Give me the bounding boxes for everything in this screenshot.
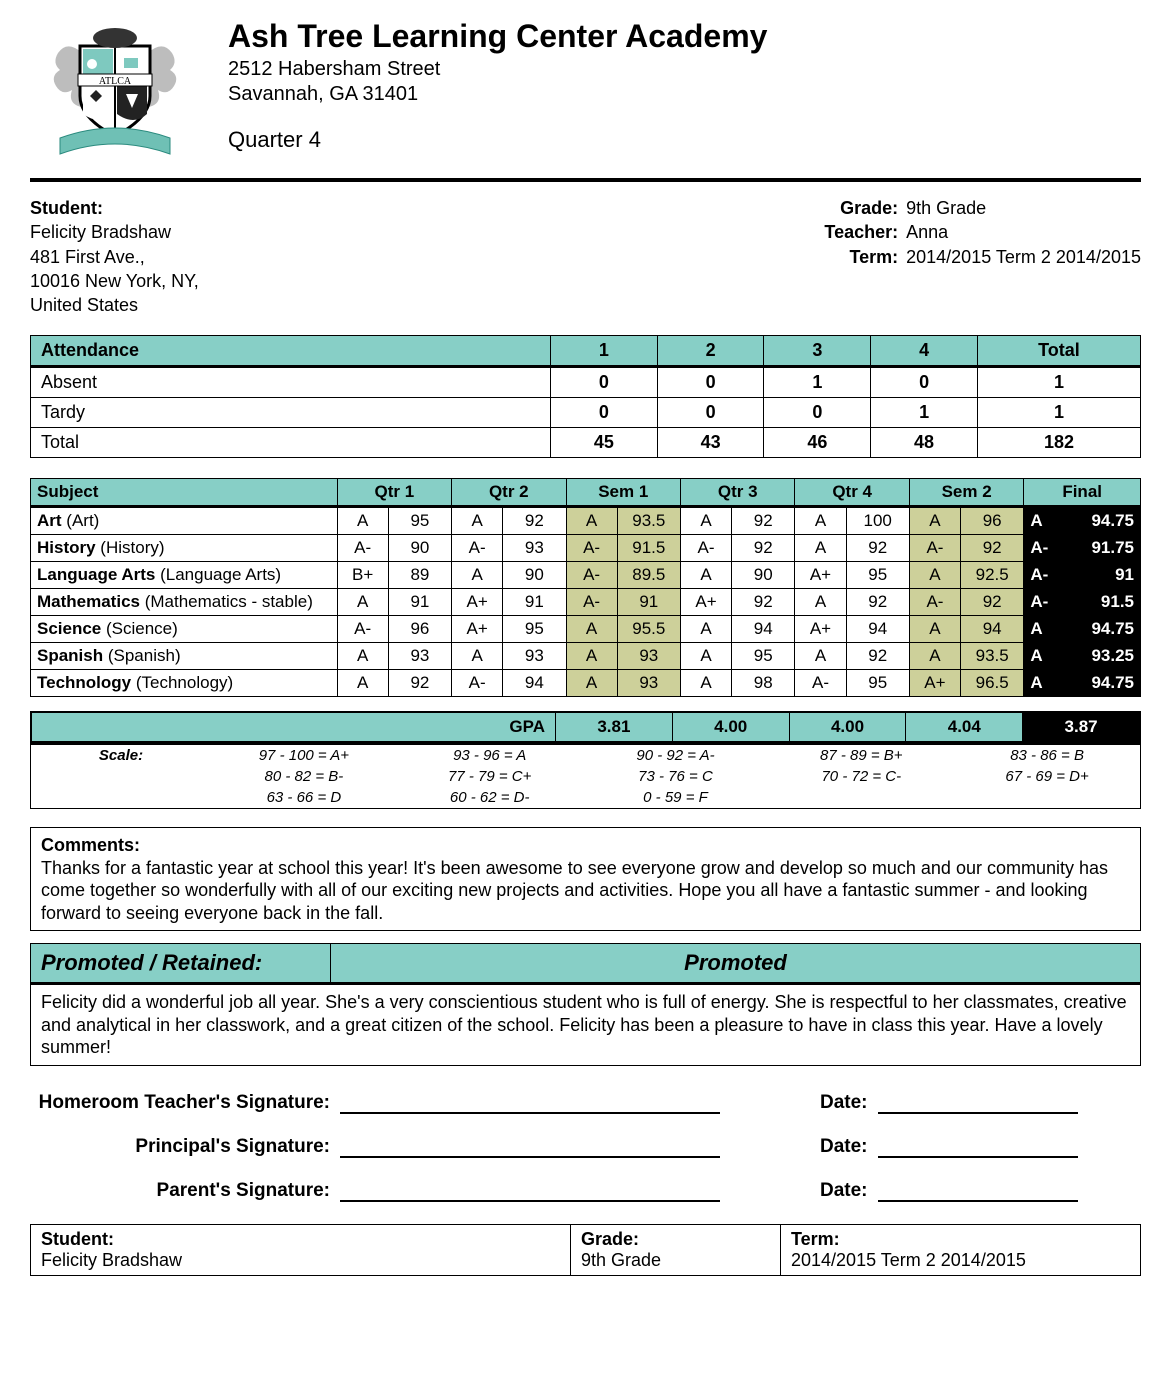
meta-block: Grade:9th Grade Teacher:Anna Term:2014/2…	[816, 196, 1141, 317]
scale-table: Scale:97 - 100 = A+93 - 96 = A90 - 92 = …	[31, 742, 1140, 808]
signature-label: Homeroom Teacher's Signature:	[30, 1092, 340, 1114]
signature-line	[340, 1092, 720, 1114]
signature-line	[340, 1180, 720, 1202]
date-line	[878, 1180, 1078, 1202]
gpa-final: 3.87	[1023, 713, 1140, 742]
subject-row: Technology (Technology)A92A-94A93A98A-95…	[31, 670, 1141, 697]
promotion-label: Promoted / Retained:	[31, 944, 331, 984]
subject-row: Language Arts (Language Arts)B+89A90A-89…	[31, 562, 1141, 589]
header: ATLCA Ash Tree Learning Center Academy 2…	[30, 18, 1141, 168]
attendance-col: Total	[977, 336, 1140, 367]
scale-row: Scale:97 - 100 = A+93 - 96 = A90 - 92 = …	[31, 744, 1140, 767]
attendance-col: 1	[551, 336, 658, 367]
student-addr3: United States	[30, 293, 199, 317]
school-address-2: Savannah, GA 31401	[228, 82, 767, 107]
scale-row: 80 - 82 = B-77 - 79 = C+73 - 76 = C70 - …	[31, 766, 1140, 787]
school-name: Ash Tree Learning Center Academy	[228, 18, 767, 55]
date-label: Date:	[820, 1136, 868, 1158]
footer-table: Student:Felicity Bradshaw Grade:9th Grad…	[30, 1224, 1141, 1276]
subject-header: Subject	[31, 479, 338, 507]
student-block: Student: Felicity Bradshaw 481 First Ave…	[30, 196, 199, 317]
grade-value: 9th Grade	[906, 196, 986, 220]
subject-col: Sem 1	[566, 479, 680, 507]
signature-line	[340, 1136, 720, 1158]
svg-text:ATLCA: ATLCA	[99, 76, 132, 87]
subject-row: Art (Art)A95A92A93.5A92A100A96A94.75	[31, 507, 1141, 535]
attendance-row: Total45434648182	[31, 428, 1141, 458]
date-label: Date:	[820, 1092, 868, 1114]
gpa-value: 4.04	[906, 713, 1023, 742]
school-crest-icon: ATLCA	[30, 18, 200, 168]
signature-label: Parent's Signature:	[30, 1180, 340, 1202]
subject-col: Qtr 3	[680, 479, 794, 507]
subject-col: Final	[1024, 479, 1141, 507]
student-name: Felicity Bradshaw	[30, 220, 199, 244]
gpa-label: GPA	[32, 713, 556, 742]
attendance-row: Tardy00011	[31, 398, 1141, 428]
attendance-col: 2	[657, 336, 764, 367]
subject-row: History (History)A-90A-93A-91.5A-92A92A-…	[31, 535, 1141, 562]
grade-label: Grade:	[816, 196, 906, 220]
comments-box: Comments: Thanks for a fantastic year at…	[30, 827, 1141, 931]
scale-row: 63 - 66 = D60 - 62 = D-0 - 59 = F	[31, 787, 1140, 808]
report-period: Quarter 4	[228, 127, 767, 153]
term-value: 2014/2015 Term 2 2014/2015	[906, 245, 1141, 269]
gpa-block: GPA3.814.004.004.043.87 Scale:97 - 100 =…	[30, 711, 1141, 809]
date-line	[878, 1092, 1078, 1114]
footer-student: Student:Felicity Bradshaw	[31, 1224, 571, 1275]
attendance-table: Attendance1234Total Absent00101Tardy0001…	[30, 335, 1141, 458]
attendance-row: Absent00101	[31, 367, 1141, 398]
info-row: Student: Felicity Bradshaw 481 First Ave…	[30, 196, 1141, 317]
comments-text: Thanks for a fantastic year at school th…	[41, 857, 1130, 925]
signature-row: Homeroom Teacher's Signature: Date:	[30, 1092, 1141, 1114]
student-addr2: 10016 New York, NY,	[30, 269, 199, 293]
school-address-1: 2512 Habersham Street	[228, 57, 767, 82]
term-label: Term:	[816, 245, 906, 269]
date-label: Date:	[820, 1180, 868, 1202]
footer-term: Term:2014/2015 Term 2 2014/2015	[781, 1224, 1141, 1275]
attendance-col: 3	[764, 336, 871, 367]
comments-label: Comments:	[41, 834, 1130, 857]
gpa-value: 4.00	[672, 713, 789, 742]
promotion-table: Promoted / Retained: Promoted Felicity d…	[30, 943, 1141, 1066]
gpa-value: 4.00	[789, 713, 906, 742]
subject-row: Spanish (Spanish)A93A93A93A95A92A93.5A93…	[31, 643, 1141, 670]
subject-row: Mathematics (Mathematics - stable)A91A+9…	[31, 589, 1141, 616]
subject-col: Sem 2	[909, 479, 1023, 507]
subjects-table: SubjectQtr 1Qtr 2Sem 1Qtr 3Qtr 4Sem 2Fin…	[30, 478, 1141, 697]
header-rule	[30, 178, 1141, 182]
attendance-col: 4	[871, 336, 978, 367]
subject-col: Qtr 4	[795, 479, 909, 507]
school-info: Ash Tree Learning Center Academy 2512 Ha…	[228, 18, 767, 153]
teacher-label: Teacher:	[816, 220, 906, 244]
footer-grade: Grade:9th Grade	[571, 1224, 781, 1275]
signature-row: Parent's Signature: Date:	[30, 1180, 1141, 1202]
signature-label: Principal's Signature:	[30, 1136, 340, 1158]
date-line	[878, 1136, 1078, 1158]
promotion-value: Promoted	[331, 944, 1141, 984]
subject-col: Qtr 2	[452, 479, 566, 507]
promotion-note: Felicity did a wonderful job all year. S…	[31, 984, 1141, 1066]
subject-row: Science (Science)A-96A+95A95.5A94A+94A94…	[31, 616, 1141, 643]
gpa-value: 3.81	[556, 713, 673, 742]
signatures: Homeroom Teacher's Signature:Date:Princi…	[30, 1092, 1141, 1202]
gpa-table: GPA3.814.004.004.043.87	[31, 712, 1140, 742]
subject-col: Qtr 1	[337, 479, 451, 507]
teacher-value: Anna	[906, 220, 948, 244]
student-label: Student:	[30, 196, 199, 220]
signature-row: Principal's Signature: Date:	[30, 1136, 1141, 1158]
student-addr1: 481 First Ave.,	[30, 245, 199, 269]
attendance-header: Attendance	[31, 336, 551, 367]
